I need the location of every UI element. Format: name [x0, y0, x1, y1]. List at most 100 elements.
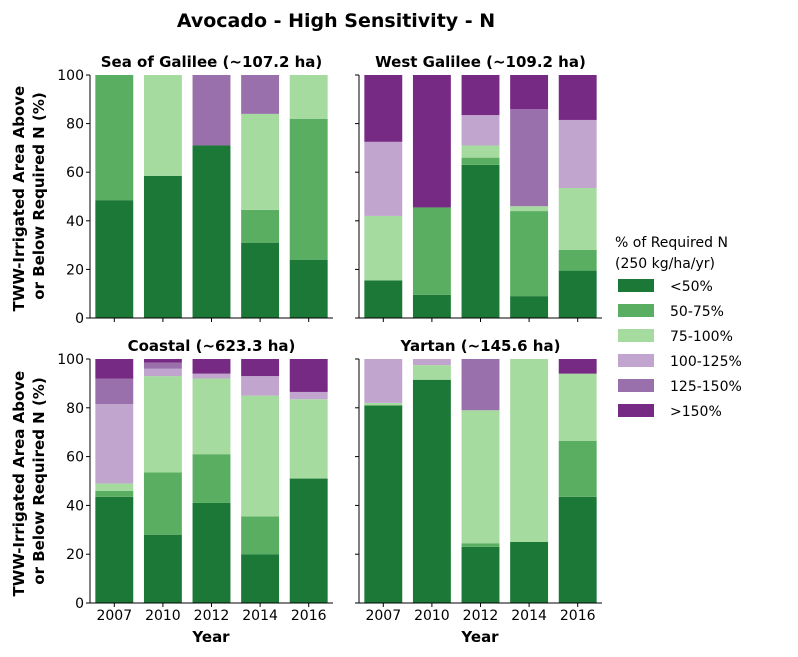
- panel-title: Sea of Galilee (~107.2 ha): [101, 53, 323, 71]
- bar-segment: [241, 554, 280, 603]
- panels: Sea of Galilee (~107.2 ha) 0 20 40 60 80 100 We…: [57, 53, 602, 624]
- bar-segment: [192, 145, 231, 318]
- xlabel-left: Year: [191, 628, 230, 646]
- bar-segment: [364, 359, 403, 403]
- bar-segment: [412, 365, 451, 380]
- legend-label: 100-125%: [670, 354, 742, 370]
- panel-title: West Galilee (~109.2 ha): [375, 53, 586, 71]
- legend-label: 50-75%: [670, 304, 724, 320]
- bar-segment: [143, 368, 182, 377]
- legend-swatch: [618, 329, 654, 342]
- ylabel-bottom-line-2: or Below Required N (%): [30, 377, 48, 584]
- bar-segment: [143, 534, 182, 603]
- legend-title-line-1: % of Required N: [615, 235, 728, 251]
- ylabel-top-line-2: or Below Required N (%): [30, 92, 48, 299]
- legend: % of Required N (250 kg/ha/yr) <50% 50-75…: [615, 235, 742, 420]
- bar-segment: [558, 249, 597, 271]
- bar-segment: [510, 206, 549, 212]
- y-tick-label: 40: [66, 498, 84, 514]
- bar-segment: [241, 113, 280, 210]
- x-tick-label: 2007: [365, 608, 401, 624]
- bar-segment: [510, 75, 549, 110]
- y-tick-label: 60: [66, 165, 84, 181]
- bar-segment: [95, 75, 134, 201]
- y-tick-label: 0: [75, 311, 84, 327]
- bar-segment: [143, 75, 182, 176]
- bar-segment: [510, 359, 549, 542]
- legend-label: 125-150%: [670, 379, 742, 395]
- bar-segment: [192, 359, 231, 374]
- bar-segment: [461, 145, 500, 158]
- bar-segment: [412, 379, 451, 603]
- bar-segment: [364, 75, 403, 142]
- bar-segment: [364, 402, 403, 406]
- bar-segment: [192, 378, 231, 455]
- bar-segment: [289, 118, 328, 260]
- y-tick-label: 80: [66, 117, 84, 133]
- bar-segment: [558, 270, 597, 318]
- bar-segment: [558, 119, 597, 188]
- bar-segment: [241, 242, 280, 318]
- bar-segment: [192, 454, 231, 503]
- ylabel-top: TWW-Irrigated Area Above or Below Requir…: [10, 81, 48, 312]
- bar-segment: [143, 362, 182, 369]
- bar-segment: [364, 280, 403, 318]
- panel-1: Sea of Galilee (~107.2 ha) 0 20 40 60 80 100: [57, 53, 333, 327]
- panel-title: Yartan (~145.6 ha): [400, 337, 561, 355]
- bar-segment: [364, 141, 403, 216]
- bar-segment: [95, 359, 134, 379]
- xlabel-right: Year: [460, 628, 499, 646]
- ylabel-bottom-line-1: TWW-Irrigated Area Above: [10, 371, 28, 597]
- panel-title: Coastal (~623.3 ha): [128, 337, 296, 355]
- bar-segment: [412, 359, 451, 366]
- bar-segment: [461, 543, 500, 547]
- x-tick-label: 2014: [511, 608, 547, 624]
- legend-swatch: [618, 404, 654, 417]
- bar-segment: [241, 516, 280, 555]
- panel-4: Yartan (~145.6 ha) 2007 2010 2012 2014 2016: [355, 337, 602, 624]
- panel-2: West Galilee (~109.2 ha): [355, 53, 602, 322]
- bar-segment: [241, 395, 280, 517]
- bar-segment: [461, 115, 500, 146]
- bar-segment: [143, 472, 182, 535]
- bar-segment: [461, 546, 500, 603]
- bar-segment: [558, 496, 597, 603]
- bar-segment: [558, 187, 597, 250]
- bar-segment: [143, 175, 182, 318]
- legend-swatch: [618, 354, 654, 367]
- bar-segment: [95, 490, 134, 497]
- bar-segment: [192, 502, 231, 603]
- bar-segment: [510, 211, 549, 297]
- bar-segment: [461, 75, 500, 116]
- legend-entries: <50% 50-75% 75-100% 100-125% 125-150% >150%: [618, 279, 742, 420]
- bar-segment: [143, 376, 182, 473]
- x-tick-label: 2010: [145, 608, 181, 624]
- bar-segment: [510, 296, 549, 318]
- bar-segment: [558, 75, 597, 120]
- bar-segment: [95, 404, 134, 484]
- ylabel-bottom: TWW-Irrigated Area Above or Below Requir…: [10, 366, 48, 597]
- y-tick-label: 100: [57, 68, 84, 84]
- bar-segment: [95, 378, 134, 405]
- bar-segment: [289, 478, 328, 603]
- y-tick-label: 100: [57, 352, 84, 368]
- bar-segment: [95, 483, 134, 491]
- x-tick-label: 2016: [291, 608, 327, 624]
- x-tick-label: 2016: [560, 608, 596, 624]
- legend-title-line-2: (250 kg/ha/yr): [615, 256, 715, 272]
- bar-segment: [412, 75, 451, 208]
- bar-segment: [289, 259, 328, 318]
- bar-segment: [241, 359, 280, 377]
- bar-segment: [289, 359, 328, 392]
- bar-segment: [192, 75, 231, 146]
- bar-segment: [241, 75, 280, 114]
- bar-segment: [412, 294, 451, 318]
- y-tick-label: 0: [75, 596, 84, 612]
- legend-swatch: [618, 279, 654, 292]
- y-tick-label: 40: [66, 214, 84, 230]
- bar-segment: [192, 373, 231, 379]
- bar-segment: [95, 200, 134, 318]
- ylabel-top-line-1: TWW-Irrigated Area Above: [10, 86, 28, 312]
- x-tick-label: 2012: [194, 608, 230, 624]
